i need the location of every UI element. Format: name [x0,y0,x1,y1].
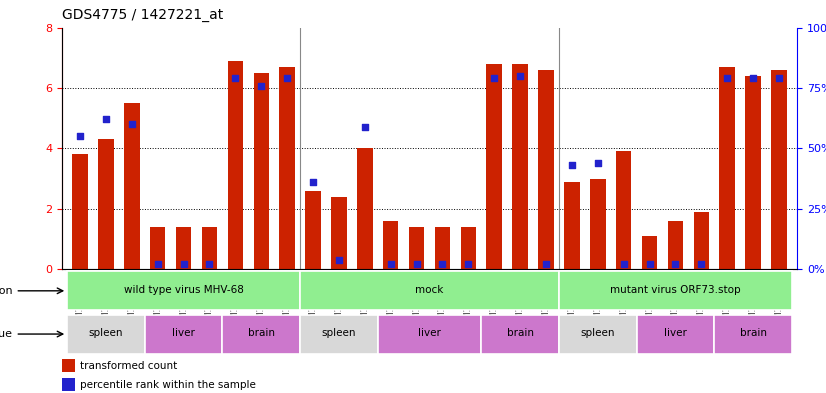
Point [772,75,786,81]
Bar [67,314,145,354]
Bar [124,103,140,269]
Bar [145,314,222,354]
Point [487,75,501,81]
Bar [222,314,300,354]
Point [514,73,527,79]
Point [565,162,578,169]
Point [643,261,656,268]
Text: brain: brain [506,328,534,338]
Text: tissue: tissue [0,329,12,339]
Bar [642,236,657,269]
Text: mock: mock [415,285,444,295]
Point [203,261,216,268]
Point [695,261,708,268]
Text: transformed count: transformed count [80,361,178,371]
Bar [434,227,450,269]
Bar [279,67,295,269]
Bar [559,271,792,310]
Bar [487,64,502,269]
Bar [202,227,217,269]
Point [306,179,320,185]
Bar [300,314,377,354]
Bar [409,227,425,269]
Text: spleen: spleen [321,328,356,338]
Text: spleen: spleen [581,328,615,338]
Point [747,75,760,81]
Point [617,261,630,268]
Text: spleen: spleen [88,328,123,338]
Point [591,160,605,166]
Bar [150,227,165,269]
Bar [67,271,300,310]
Bar [228,61,243,269]
Bar [590,178,605,269]
Bar [564,182,580,269]
Bar [62,359,75,373]
Bar [254,73,269,269]
Text: liver: liver [664,328,687,338]
Point [410,261,423,268]
Bar [461,227,476,269]
Bar [694,212,709,269]
Point [358,123,372,130]
Point [281,75,294,81]
Text: liver: liver [418,328,441,338]
Point [720,75,733,81]
Point [384,261,397,268]
Bar [306,191,320,269]
Bar [73,154,88,269]
Bar [637,314,714,354]
Point [462,261,475,268]
Text: percentile rank within the sample: percentile rank within the sample [80,380,256,390]
Text: mutant virus ORF73.stop: mutant virus ORF73.stop [610,285,741,295]
Text: brain: brain [739,328,767,338]
Text: GDS4775 / 1427221_at: GDS4775 / 1427221_at [62,7,223,22]
Point [229,75,242,81]
Point [436,261,449,268]
Text: liver: liver [172,328,195,338]
Point [126,121,139,127]
Bar [745,76,761,269]
Bar [357,148,373,269]
Bar [512,64,528,269]
Point [99,116,112,123]
Bar [616,151,631,269]
Point [151,261,164,268]
Bar [176,227,192,269]
Point [332,256,345,263]
Bar [377,314,482,354]
Bar [331,196,347,269]
Bar [559,314,637,354]
Bar [667,221,683,269]
Bar [98,139,114,269]
Point [254,83,268,89]
Bar [383,221,398,269]
Bar [719,67,735,269]
Text: infection: infection [0,286,12,296]
Bar [300,271,559,310]
Text: wild type virus MHV-68: wild type virus MHV-68 [124,285,244,295]
Bar [539,70,553,269]
Bar [482,314,559,354]
Bar [714,314,792,354]
Point [669,261,682,268]
Point [539,261,553,268]
Point [177,261,190,268]
Point [74,133,87,140]
Bar [62,378,75,391]
Bar [771,70,786,269]
Text: brain: brain [248,328,275,338]
